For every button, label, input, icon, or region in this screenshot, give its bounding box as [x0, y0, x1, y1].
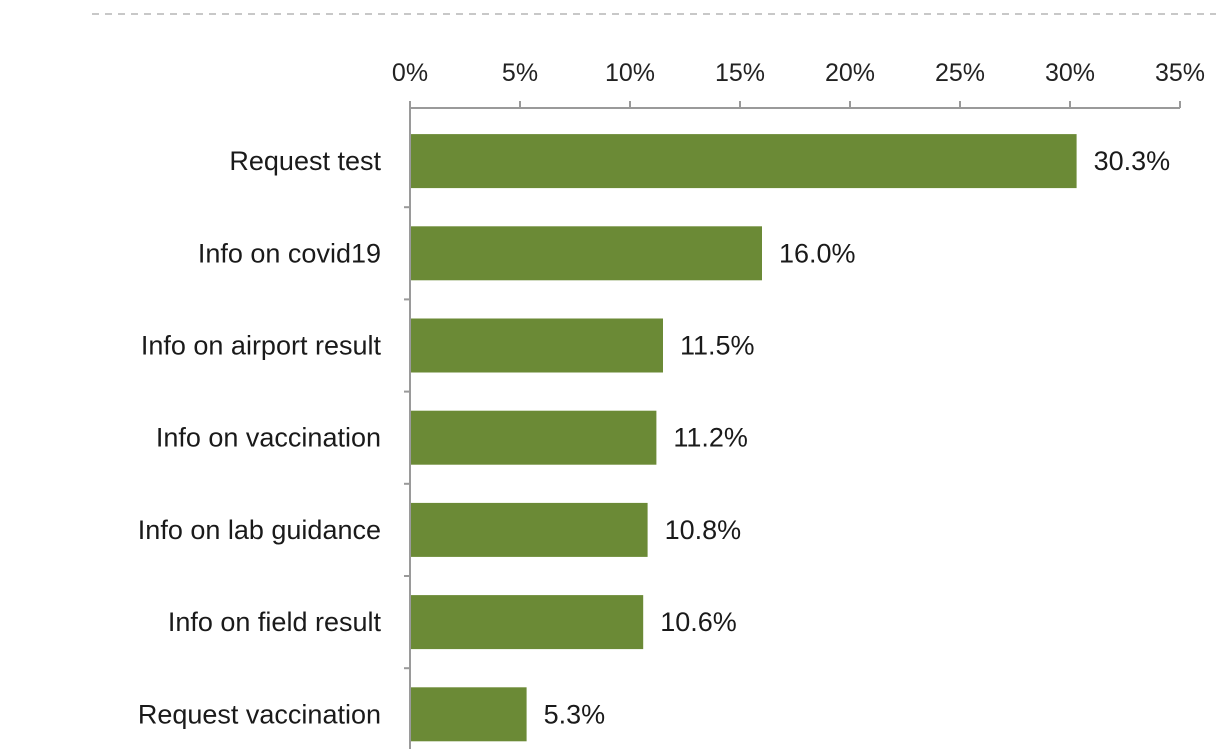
- value-label: 11.2%: [673, 423, 748, 453]
- bar: [411, 318, 663, 373]
- bar: [411, 595, 644, 650]
- x-tick-label: 15%: [715, 59, 765, 87]
- category-label: Info on airport result: [141, 331, 382, 361]
- category-label: Request test: [229, 146, 381, 176]
- category-label: Info on lab guidance: [138, 515, 381, 545]
- label-layer: Request test 30.3% Info on covid19 16.0% Inf…: [138, 146, 1170, 729]
- x-axis: 0% 5% 10% 15% 20% 25% 30% 35%: [392, 59, 1205, 749]
- bar-series: [411, 134, 1077, 742]
- bar: [411, 502, 648, 557]
- x-tick-label: 20%: [825, 59, 875, 87]
- value-label: 10.6%: [660, 607, 737, 637]
- x-tick-label: 30%: [1045, 59, 1095, 87]
- category-label: Info on field result: [168, 607, 382, 637]
- bar: [411, 687, 527, 742]
- bar: [411, 226, 762, 281]
- bar: [411, 134, 1077, 189]
- x-tick-label: 0%: [392, 59, 428, 87]
- value-label: 16.0%: [779, 238, 856, 268]
- x-tick-label: 35%: [1155, 59, 1205, 87]
- x-tick-label: 25%: [935, 59, 985, 87]
- value-label: 11.5%: [680, 331, 755, 361]
- value-label: 30.3%: [1094, 146, 1171, 176]
- category-label: Info on covid19: [198, 238, 381, 268]
- value-label: 10.8%: [665, 515, 742, 545]
- category-label: Info on vaccination: [156, 423, 381, 453]
- value-label: 5.3%: [544, 699, 606, 729]
- bar: [411, 410, 657, 465]
- x-tick-label: 5%: [502, 59, 538, 87]
- category-label: Request vaccination: [138, 699, 381, 729]
- x-tick-label: 10%: [605, 59, 655, 87]
